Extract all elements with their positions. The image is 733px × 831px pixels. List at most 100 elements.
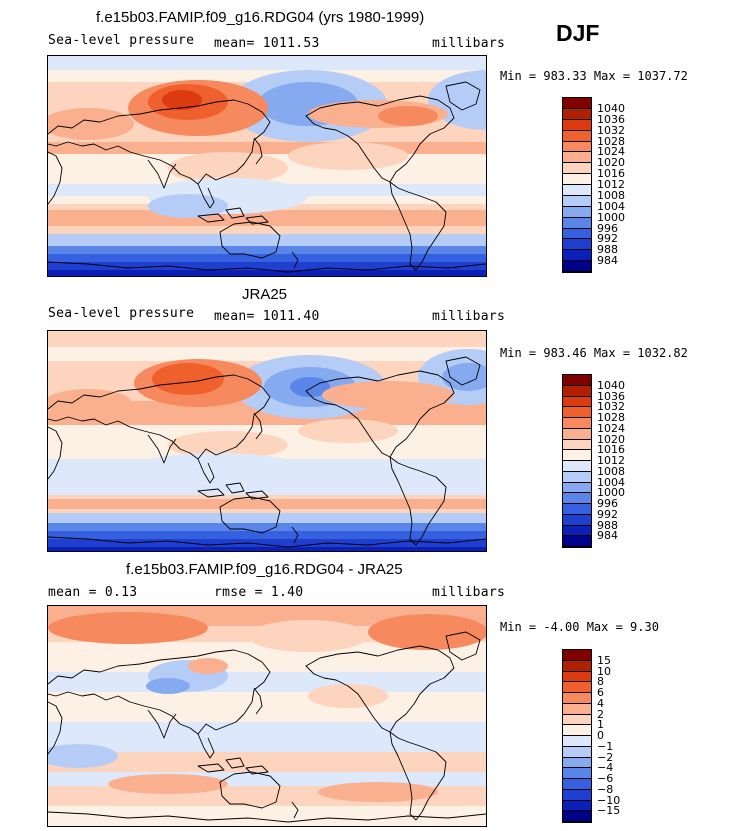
colorbar-swatch xyxy=(563,714,591,726)
colorbar-label: −15 xyxy=(597,804,621,818)
coastline xyxy=(48,374,271,460)
panel-1-title: f.e15b03.FAMIP.f09_g16.RDG04 (yrs 1980-1… xyxy=(96,9,425,26)
colorbar-label: 988 xyxy=(597,518,618,532)
colorbar-label: 1000 xyxy=(597,486,625,500)
colorbar-swatch xyxy=(563,682,591,693)
coastline xyxy=(225,482,245,494)
coastline xyxy=(219,496,281,534)
pressure-blob xyxy=(442,363,486,391)
coastline xyxy=(197,763,225,773)
coastline xyxy=(291,526,299,544)
colorbar-swatch xyxy=(563,461,591,472)
colorbar-label: 1040 xyxy=(597,378,625,392)
colorbar-swatch xyxy=(563,418,591,429)
colorbar-label: −6 xyxy=(597,772,614,785)
coastline xyxy=(389,456,447,546)
coastline xyxy=(305,370,455,458)
colorbar-label: 984 xyxy=(597,254,618,268)
panel-3-minmax: Min = -4.00 Max = 9.30 xyxy=(500,620,659,634)
pressure-blob xyxy=(298,419,398,443)
panel-3-title: f.e15b03.FAMIP.f09_g16.RDG04 - JRA25 xyxy=(126,561,403,578)
coastline xyxy=(48,261,486,273)
coastline xyxy=(389,731,447,821)
pressure-band xyxy=(48,692,486,722)
coastline xyxy=(48,536,486,548)
colorbar-swatch xyxy=(563,185,591,196)
colorbar-swatch xyxy=(563,385,591,397)
pressure-blob xyxy=(168,152,288,184)
coastlines xyxy=(48,631,486,823)
panel-1-mean-label: mean= 1011.53 xyxy=(214,36,320,51)
panel-3-colorbar: 15 10 8 6 4 2 1 0 −1 −2 −4 −6 −8 −10 −15 xyxy=(562,649,620,823)
panel-2-units-label: millibars xyxy=(432,309,506,324)
coastline xyxy=(197,458,215,484)
coastline xyxy=(225,207,245,219)
colorbar-label: 8 xyxy=(597,675,604,689)
colorbar-label: 1008 xyxy=(597,188,625,202)
colorbar-swatch xyxy=(563,789,591,801)
pressure-band xyxy=(48,752,486,772)
colorbar-swatch xyxy=(563,250,591,262)
colorbar-label: 4 xyxy=(597,696,604,710)
colorbar-label: 0 xyxy=(597,729,604,742)
colorbar-label: 1016 xyxy=(597,443,625,457)
colorbar-swatch xyxy=(563,130,591,142)
colorbar-swatch xyxy=(563,703,591,715)
colorbar-swatch xyxy=(563,779,591,790)
colorbar-swatch xyxy=(563,525,591,537)
colorbar-swatch xyxy=(563,163,591,175)
pressure-blob xyxy=(146,678,190,694)
coastlines xyxy=(48,356,486,548)
colorbar-label: 992 xyxy=(597,232,618,246)
colorbar-swatch xyxy=(563,119,591,131)
pressure-blob xyxy=(178,724,318,748)
panel-1-variable-label: Sea-level pressure xyxy=(48,33,195,48)
colorbar-label: 1020 xyxy=(597,156,625,170)
colorbar-label: 988 xyxy=(597,243,618,257)
colorbar-label: 1 xyxy=(597,718,604,732)
panel-2-variable-label: Sea-level pressure xyxy=(48,306,195,321)
pressure-blob xyxy=(48,108,134,140)
panel-3-units-label: millibars xyxy=(432,585,506,600)
pressure-band xyxy=(48,547,486,551)
coastline xyxy=(253,687,263,715)
colorbar-label: −1 xyxy=(597,739,614,753)
colorbar-swatch xyxy=(563,493,591,504)
panel-1-minmax: Min = 983.33 Max = 1037.72 xyxy=(500,69,688,83)
north-american-high xyxy=(322,381,454,409)
colorbar-swatch xyxy=(563,725,591,736)
coastline xyxy=(147,159,177,189)
coastline xyxy=(48,99,271,185)
pressure-band xyxy=(48,513,486,523)
colorbar-swatch xyxy=(563,174,591,185)
colorbar-swatch xyxy=(563,428,591,440)
colorbar-swatch xyxy=(563,514,591,526)
pressure-band xyxy=(48,262,486,270)
pressure-band xyxy=(48,347,486,361)
colorbar-label: −4 xyxy=(597,761,614,775)
pressure-band xyxy=(48,499,486,509)
colorbar-label: 10 xyxy=(597,664,611,678)
colorbar-label: 1000 xyxy=(597,210,625,224)
panel-1-colorbar: 1040 1036 1032 1028 1024 1020 1016 1012 1008 1004… xyxy=(562,97,625,273)
coastline xyxy=(225,757,245,769)
siberian-high xyxy=(152,363,224,395)
coastline xyxy=(445,81,481,111)
contour-fill xyxy=(48,606,486,826)
colorbar-swatch xyxy=(563,736,591,747)
colorbar-label: −8 xyxy=(597,782,614,796)
coastline xyxy=(48,426,63,480)
colorbar-swatch xyxy=(563,141,591,153)
pressure-blob xyxy=(108,774,228,794)
colorbar-label: 1016 xyxy=(597,167,625,181)
colorbar-swatch xyxy=(563,811,591,822)
colorbar-swatch xyxy=(563,693,591,704)
panel-1-map xyxy=(47,55,487,277)
coastline xyxy=(197,488,225,498)
diff-positive xyxy=(368,614,486,650)
panel-2-title: JRA25 xyxy=(242,286,288,303)
coastline xyxy=(219,771,281,809)
colorbar-swatch xyxy=(563,800,591,812)
panel-3-map xyxy=(47,605,487,827)
diff-positive xyxy=(48,612,208,644)
